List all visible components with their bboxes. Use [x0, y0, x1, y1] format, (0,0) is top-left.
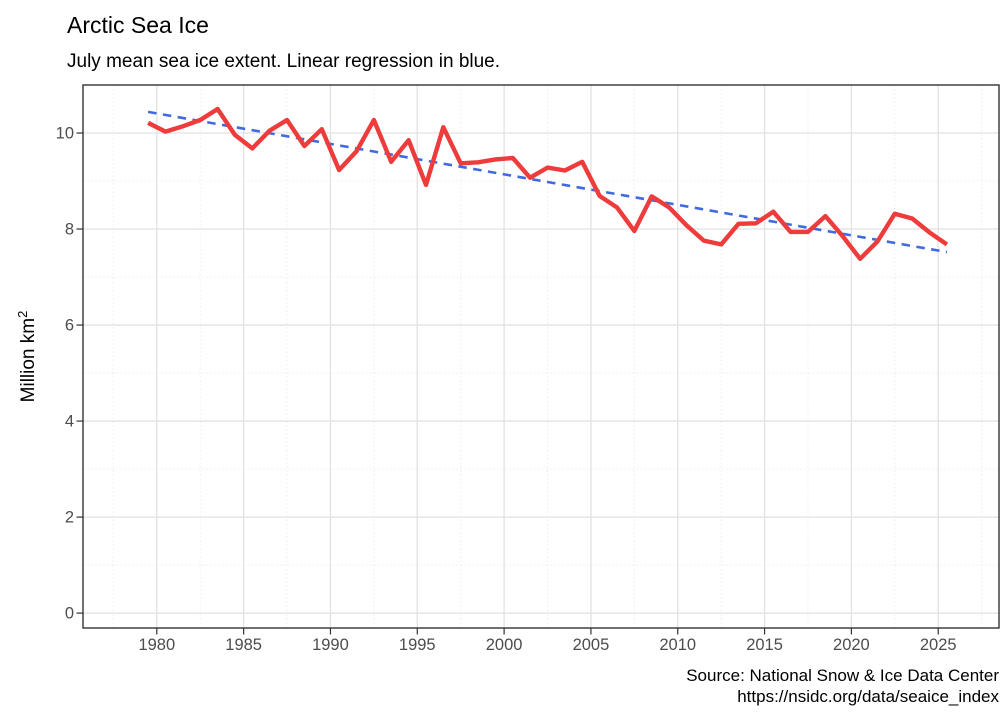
y-tick-label: 8	[65, 221, 74, 239]
x-tick-label: 2010	[659, 636, 696, 654]
x-tick-label: 2005	[573, 636, 610, 654]
x-tick-label: 1995	[399, 636, 436, 654]
y-axis-title-superscript: 2	[15, 311, 30, 318]
chart-title: Arctic Sea Ice	[67, 12, 209, 38]
y-tick-label: 6	[65, 317, 74, 335]
x-tick-label: 2020	[833, 636, 870, 654]
x-tick-label: 1990	[312, 636, 349, 654]
x-tick-label: 1980	[138, 636, 175, 654]
y-axis-title: Million km2	[15, 311, 39, 403]
x-tick-label: 2025	[920, 636, 957, 654]
y-tick-label: 4	[65, 413, 74, 431]
y-tick-label: 0	[65, 605, 74, 623]
x-tick-label: 2000	[486, 636, 523, 654]
sea-ice-extent-line	[147, 106, 949, 261]
x-tick-label: 2015	[746, 636, 783, 654]
gridlines	[83, 85, 999, 628]
chart-subtitle: July mean sea ice extent. Linear regress…	[67, 51, 500, 72]
x-tick-label: 1985	[225, 636, 262, 654]
y-axis-title-base: Million km	[18, 318, 39, 402]
panel-border	[82, 84, 1000, 629]
caption-url: https://nsidc.org/data/seaice_index	[737, 687, 999, 706]
y-tick-label: 10	[56, 125, 74, 143]
caption-source: Source: National Snow & Ice Data Center	[686, 666, 999, 685]
plot-panel: 1980 1985 1990 1995 2000 2005 2010 2015 2020 2025…	[56, 84, 1000, 654]
y-tick-label: 2	[65, 509, 74, 527]
